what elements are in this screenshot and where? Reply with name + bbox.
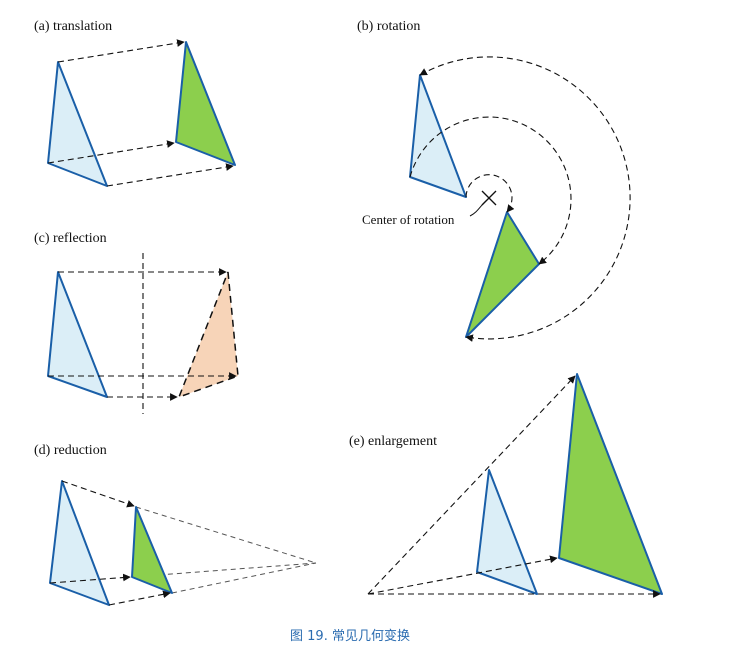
figure-caption: 图 19. 常见几何变换 — [290, 628, 410, 644]
panel-label-rotation: (b) rotation — [357, 19, 420, 34]
panel-label-enlargement: (e) enlargement — [349, 434, 437, 449]
reduced-triangle — [131, 506, 173, 594]
enlarged-triangle — [558, 373, 663, 595]
reduction-arrow-left — [49, 573, 131, 584]
translation-arrow-left — [47, 140, 175, 164]
enlargement-arrow-top — [367, 375, 576, 595]
translated-triangle — [175, 41, 236, 166]
original-triangle — [47, 271, 108, 398]
rotation-arc-middle — [409, 116, 572, 265]
translation-arrow-top — [57, 39, 185, 63]
reduction-ray-top — [135, 506, 317, 564]
panel-label-translation: (a) translation — [34, 19, 112, 34]
panel-enlargement: (e) enlargement — [349, 373, 663, 598]
rotated-triangle — [465, 211, 540, 338]
rotation-center-leader — [469, 199, 488, 217]
original-triangle — [49, 480, 110, 606]
rotation-arc-outer — [419, 56, 631, 342]
panel-translation: (a) translation — [34, 19, 236, 187]
reduction-arrow-top — [61, 480, 135, 508]
reduction-ray-bottom — [171, 562, 317, 594]
panel-rotation: (b) rotation Center of rotation — [357, 19, 631, 342]
panel-label-reflection: (c) reflection — [34, 231, 107, 246]
reduction-arrow-bottom — [108, 590, 171, 606]
panel-reflection: (c) reflection — [34, 231, 239, 414]
reflected-triangle — [177, 271, 239, 399]
original-triangle — [409, 74, 467, 198]
original-triangle — [47, 61, 108, 187]
rotation-arc-inner — [465, 174, 515, 213]
translation-arrow-bottom — [106, 163, 234, 187]
enlargement-arrow-left — [367, 555, 558, 595]
panel-label-reduction: (d) reduction — [34, 443, 107, 458]
panel-reduction: (d) reduction — [34, 443, 317, 606]
rotation-center-label: Center of rotation — [362, 212, 455, 227]
original-triangle — [476, 469, 538, 595]
